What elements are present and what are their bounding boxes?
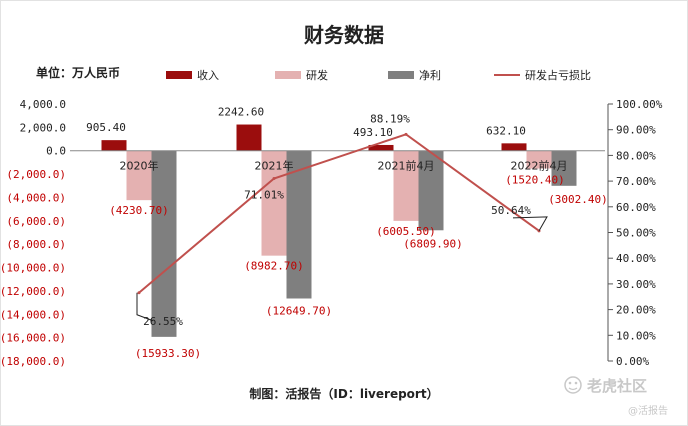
bar-净利-3 (551, 150, 577, 186)
bar-收入-3 (501, 143, 527, 151)
y-right-tick-label: 100.00% (616, 98, 663, 111)
legend: 收入 研发 净利 研发占亏损比 (166, 68, 591, 82)
bar-收入-2 (368, 144, 394, 151)
data-label-收入-1: 2242.60 (218, 106, 264, 119)
y-left-tick-label: 4,000.0 (20, 98, 66, 111)
y-right-tick-label: 20.00% (616, 304, 656, 317)
data-label-净利-3: (3002.40) (548, 193, 608, 206)
leader-line (512, 216, 548, 232)
chart-title: 财务数据 (304, 23, 384, 47)
bar-净利-0 (151, 150, 177, 337)
right-axis: 100.00% 90.00% 80.00% 70.00% 60.00% 50.00% 40.… (607, 98, 663, 368)
watermark-brand: 老虎社区 (586, 377, 647, 395)
y-left-tick-label: (12,000.0) (0, 285, 66, 298)
bar-研发-2 (393, 150, 419, 221)
data-label-净利-1: (12649.70) (266, 304, 332, 317)
y-left-tick-label: (6,000.0) (6, 215, 66, 228)
line-point-2 (404, 132, 408, 136)
watermark: 老虎社区 @活报告 (564, 376, 668, 417)
data-label-收入-2: 493.10 (353, 126, 393, 139)
legend-label-收入: 收入 (197, 68, 219, 82)
legend-swatch-净利 (388, 71, 414, 79)
y-right-tick-label: 70.00% (616, 175, 656, 188)
y-right-tick-label: 30.00% (616, 278, 656, 291)
y-right-tick-label: 50.00% (616, 227, 656, 240)
y-right-tick-label: 80.00% (616, 149, 656, 162)
y-left-tick-label: (16,000.0) (0, 332, 66, 345)
data-label-研发-3: (1520.40) (505, 173, 565, 186)
tiger-logo-icon (564, 376, 582, 394)
bar-研发-1 (261, 150, 287, 256)
data-label-研发-0: (4230.70) (109, 204, 169, 217)
unit-label: 单位：万人民币 (36, 65, 120, 80)
category-label: 2021年 (255, 159, 294, 173)
y-left-tick-label: 0.0 (46, 145, 66, 158)
left-axis: 4,000.0 2,000.0 0.0 (2,000.0) (4,000.0) (6,00… (0, 98, 66, 368)
legend-swatch-研发 (275, 71, 301, 79)
y-left-tick-label: (14,000.0) (0, 308, 66, 321)
line-label-2: 88.19% (370, 112, 410, 125)
y-left-tick-label: 2,000.0 (20, 121, 66, 134)
data-label-净利-0: (15933.30) (135, 347, 201, 360)
bar-收入-1 (236, 124, 262, 151)
category-labels: 2020年 2021年 2021前4月 2022前4月 (120, 159, 568, 173)
line-point-1 (272, 177, 276, 181)
y-right-tick-label: 60.00% (616, 201, 656, 214)
category-label: 2021前4月 (378, 159, 435, 173)
data-label-净利-2: (6809.90) (403, 237, 463, 250)
category-label: 2022前4月 (511, 159, 568, 173)
bars (101, 124, 577, 337)
bar-净利-2 (418, 150, 444, 231)
chart-footer: 制图：活报告（ID：livereport） (249, 386, 438, 401)
line-label-0: 26.55% (143, 315, 183, 328)
y-left-tick-label: (18,000.0) (0, 355, 66, 368)
y-left-tick-label: (4,000.0) (6, 191, 66, 204)
legend-label-研发占亏损比: 研发占亏损比 (525, 68, 591, 82)
data-label-研发-2: (6005.50) (376, 225, 436, 238)
legend-label-净利: 净利 (419, 68, 441, 82)
line-point-0 (137, 291, 141, 295)
category-label: 2020年 (120, 159, 159, 173)
line-label-3: 50.64% (491, 204, 531, 217)
legend-swatch-收入 (166, 71, 192, 79)
y-left-tick-label: (8,000.0) (6, 238, 66, 251)
data-labels: 905.40 2242.60 493.10 632.10 (4230.70) (8982.… (86, 106, 608, 360)
leader-line (136, 292, 154, 322)
data-label-研发-1: (8982.70) (244, 260, 304, 273)
ratio-line-layer: 26.55% 71.01% 88.19% 50.64% (136, 112, 548, 328)
y-right-tick-label: 40.00% (616, 252, 656, 265)
watermark-handle: @活报告 (628, 404, 668, 417)
line-label-1: 71.01% (244, 189, 284, 202)
bar-净利-1 (286, 150, 312, 299)
legend-label-研发: 研发 (306, 68, 328, 82)
y-right-tick-label: 10.00% (616, 329, 656, 342)
y-left-tick-label: (2,000.0) (6, 168, 66, 181)
bar-研发-0 (126, 150, 152, 201)
bar-收入-0 (101, 140, 127, 151)
line-研发占亏损比 (138, 133, 540, 294)
bar-研发-3 (526, 150, 552, 169)
y-right-tick-label: 90.00% (616, 124, 656, 137)
data-label-收入-3: 632.10 (486, 124, 526, 137)
y-right-tick-label: 0.00% (616, 355, 649, 368)
y-left-tick-label: (10,000.0) (0, 262, 66, 275)
data-label-收入-0: 905.40 (86, 121, 126, 134)
